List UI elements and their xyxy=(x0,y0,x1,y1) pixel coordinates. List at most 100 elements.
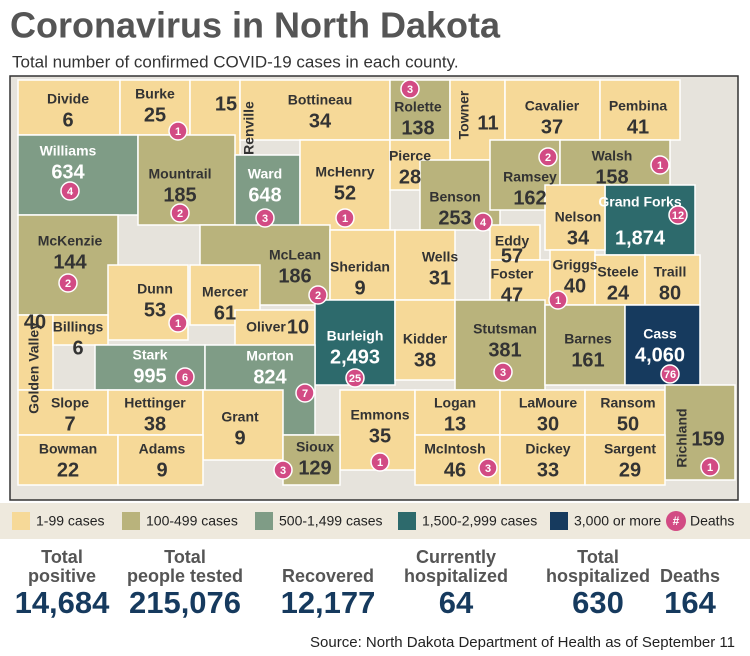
county xyxy=(17,134,139,216)
county-cases: 28 xyxy=(399,166,421,188)
death-marker xyxy=(168,121,188,141)
county-name: Towner xyxy=(456,90,472,139)
county xyxy=(117,434,204,486)
county xyxy=(17,214,119,316)
county-cases: 162 xyxy=(513,187,546,209)
death-marker xyxy=(548,290,568,310)
county xyxy=(17,389,109,436)
death-marker xyxy=(493,362,513,382)
legend-swatch xyxy=(122,512,140,530)
death-count: 3 xyxy=(280,465,286,477)
death-marker xyxy=(538,147,558,167)
stat-value: 64 xyxy=(439,585,474,620)
county-cases: 138 xyxy=(401,117,434,139)
county xyxy=(504,79,601,141)
county-name: Divide xyxy=(47,91,89,107)
county-cases: 6 xyxy=(62,109,73,131)
county-cases: 129 xyxy=(298,457,331,479)
county-cases: 253 xyxy=(438,207,471,229)
county-name: Griggs xyxy=(552,257,597,273)
county xyxy=(544,184,606,251)
county-cases: 9 xyxy=(156,459,167,481)
death-marker xyxy=(335,208,355,228)
county-cases: 10 xyxy=(287,316,309,338)
county-cases: 15 xyxy=(215,93,237,115)
death-marker xyxy=(345,368,365,388)
stat-label: Deaths xyxy=(660,566,720,586)
legend-swatch xyxy=(550,512,568,530)
county-cases: 34 xyxy=(567,227,590,249)
county-cases: 40 xyxy=(564,275,586,297)
death-marker xyxy=(700,457,720,477)
county-cases: 11 xyxy=(477,112,498,134)
death-count: 2 xyxy=(545,152,551,164)
county xyxy=(664,384,736,481)
county-cases: 13 xyxy=(444,413,466,435)
death-count: 1 xyxy=(342,213,348,225)
county-cases: 9 xyxy=(234,427,245,449)
county-cases: 29 xyxy=(619,459,641,481)
county-name: Traill xyxy=(654,264,687,280)
county xyxy=(584,434,666,486)
county-name: Golden Valley xyxy=(26,322,42,414)
county-name: Billings xyxy=(53,319,104,335)
death-marker xyxy=(168,313,188,333)
county-cases: 9 xyxy=(354,277,365,299)
county-name: Richland xyxy=(674,408,690,467)
county-name: Emmons xyxy=(350,407,409,423)
county-cases: 6 xyxy=(72,337,83,359)
legend-label: 500-1,499 cases xyxy=(279,513,383,529)
county-cases: 46 xyxy=(444,459,466,481)
death-marker xyxy=(660,364,680,384)
death-count: 2 xyxy=(65,278,71,290)
stat-value: 12,177 xyxy=(281,585,376,620)
county-name: Stark xyxy=(132,347,167,363)
county-cases: 34 xyxy=(309,110,332,132)
county-name: Rolette xyxy=(394,99,442,115)
county xyxy=(329,229,396,301)
county xyxy=(644,254,701,306)
stat-label: Total xyxy=(164,547,206,567)
county-name: Pierce xyxy=(389,148,431,164)
county-cases: 24 xyxy=(607,282,630,304)
county-name: Bowman xyxy=(39,441,97,457)
county-name: Burleigh xyxy=(327,328,384,344)
county-cases: 161 xyxy=(571,349,604,371)
county-cases: 185 xyxy=(163,184,196,206)
county-name: Cass xyxy=(643,326,677,342)
death-count: 7 xyxy=(302,388,308,400)
stat-label: Total xyxy=(577,547,619,567)
stat-label: Total xyxy=(41,547,83,567)
county-cases: 7 xyxy=(64,413,75,435)
legend-death-marker xyxy=(666,511,686,531)
county-name: Hettinger xyxy=(124,395,186,411)
legend-death-symbol: # xyxy=(673,514,680,528)
county xyxy=(544,304,626,386)
legend-label: 1,500-2,999 cases xyxy=(422,513,537,529)
county-cases: 25 xyxy=(144,104,166,126)
county-cases: 40 xyxy=(24,311,46,333)
county xyxy=(17,79,121,136)
county-name: Nelson xyxy=(555,209,602,225)
death-count: 25 xyxy=(349,373,361,385)
death-count: 2 xyxy=(315,290,321,302)
county-cases: 80 xyxy=(659,282,681,304)
county-name: Wells xyxy=(422,249,459,265)
stat-value: 14,684 xyxy=(15,585,111,620)
death-marker xyxy=(60,181,80,201)
county-name: Eddy xyxy=(495,233,529,249)
death-count: 3 xyxy=(407,84,413,96)
county-cases: 38 xyxy=(144,413,166,435)
death-marker xyxy=(668,205,688,225)
death-count: 1 xyxy=(377,457,383,469)
county-cases: 648 xyxy=(248,184,281,206)
death-marker xyxy=(650,155,670,175)
county-cases: 30 xyxy=(537,413,559,435)
county-cases: 41 xyxy=(627,116,649,138)
county-cases: 61 xyxy=(214,302,236,324)
county-cases: 57 xyxy=(501,245,523,267)
county-name: Adams xyxy=(139,441,186,457)
county-name: Bottineau xyxy=(288,92,353,108)
death-count: 3 xyxy=(485,463,491,475)
